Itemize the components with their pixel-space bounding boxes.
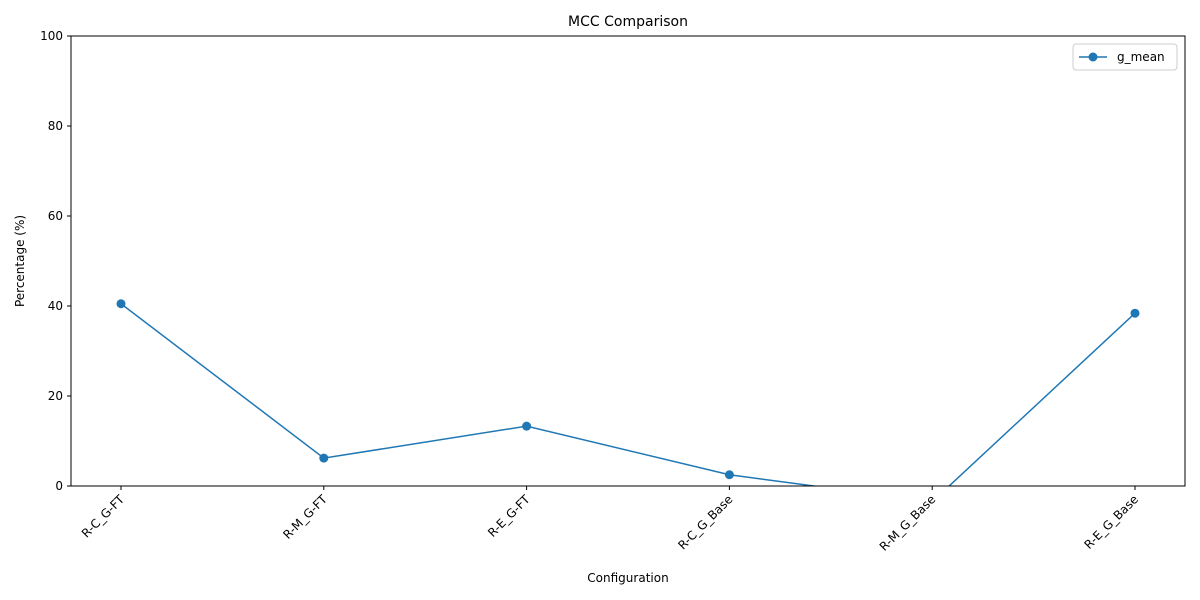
x-tick-label: R-C_G_Base — [675, 492, 735, 552]
y-tick-label: 40 — [48, 299, 63, 313]
legend-box — [1072, 43, 1178, 71]
x-tick-label: R-M_G_Base — [877, 492, 939, 554]
data-point — [116, 299, 126, 309]
series-line-g_mean — [120, 303, 1136, 486]
series-layer — [116, 299, 1140, 486]
x-tick-label: R-E_G_Base — [1082, 492, 1142, 552]
data-point — [1130, 308, 1140, 318]
data-point — [319, 453, 329, 463]
y-tick-label: 80 — [48, 119, 63, 133]
chart-title: MCC Comparison — [568, 14, 688, 30]
legend-marker — [1088, 52, 1098, 62]
y-axis-label: Percentage (%) — [13, 215, 27, 307]
x-tick-label: R-C_G-FT — [79, 492, 128, 541]
y-tick-label: 20 — [48, 389, 63, 403]
data-point — [724, 470, 734, 480]
data-point — [522, 421, 532, 431]
y-axis-ticks: 0 20 40 60 80 100 — [40, 29, 71, 493]
x-tick-label: R-M_G-FT — [280, 492, 330, 542]
legend: g_mean — [1072, 43, 1178, 71]
y-tick-label: 0 — [55, 479, 63, 493]
legend-label: g_mean — [1117, 50, 1165, 64]
x-tick-label: R-E_G-FT — [485, 492, 533, 540]
plot-area-frame — [70, 35, 1186, 487]
x-axis-ticks: R-C_G-FT R-M_G-FT R-E_G-FT R-C_G_Base R-M_G_… — [79, 486, 1141, 554]
y-tick-label: 100 — [40, 29, 63, 43]
y-tick-label: 60 — [48, 209, 63, 223]
x-axis-label: Configuration — [587, 571, 668, 585]
